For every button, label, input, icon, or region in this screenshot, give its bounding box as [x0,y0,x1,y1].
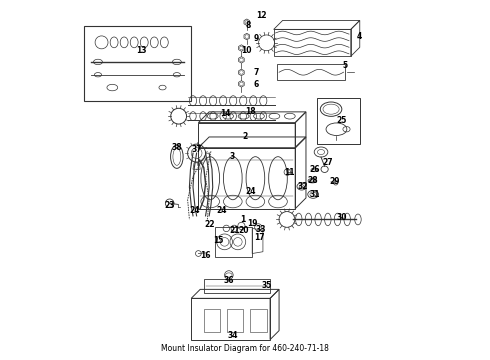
Text: 6: 6 [253,81,258,90]
Text: 3: 3 [230,152,235,161]
Text: 16: 16 [200,251,211,260]
Bar [250,309,267,332]
Text: 33: 33 [256,225,267,234]
Text: 22: 22 [204,220,215,229]
Text: 18: 18 [245,107,256,116]
Text: 7: 7 [253,68,258,77]
Text: 24: 24 [245,187,256,196]
Text: 38: 38 [172,143,182,152]
Text: 20: 20 [238,226,248,235]
Text: 37: 37 [191,145,202,154]
Text: 12: 12 [256,10,267,19]
Text: 31: 31 [310,190,320,199]
Text: 15: 15 [213,237,223,246]
Text: 24: 24 [190,206,200,215]
Text: Mount Insulator Diagram for 460-240-71-18: Mount Insulator Diagram for 460-240-71-1… [161,344,329,353]
Text: 34: 34 [227,332,238,341]
Text: 17: 17 [254,233,265,242]
Text: 21: 21 [229,226,240,235]
Text: 5: 5 [343,61,348,70]
Text: 36: 36 [223,276,234,285]
Bar [84,26,191,101]
Bar [204,309,220,332]
Text: 27: 27 [322,158,333,167]
Text: 2: 2 [243,132,247,141]
Text: 9: 9 [253,34,258,43]
Text: 23: 23 [165,201,175,210]
Text: 8: 8 [246,21,251,30]
Bar [204,279,270,293]
Text: 1: 1 [241,215,246,224]
Bar [317,98,360,144]
Text: 14: 14 [220,109,230,118]
Text: 26: 26 [310,165,320,174]
Text: 30: 30 [337,213,347,222]
Text: 32: 32 [297,181,308,190]
Bar [227,309,243,332]
Text: 35: 35 [261,281,271,290]
Text: 4: 4 [357,32,363,41]
Text: 29: 29 [329,177,340,186]
Text: 25: 25 [337,116,347,125]
Text: 24: 24 [217,206,227,215]
Text: 11: 11 [285,168,295,177]
Text: 10: 10 [242,46,252,55]
Text: 19: 19 [247,219,257,228]
Text: 13: 13 [136,46,146,55]
Text: 28: 28 [308,176,319,185]
